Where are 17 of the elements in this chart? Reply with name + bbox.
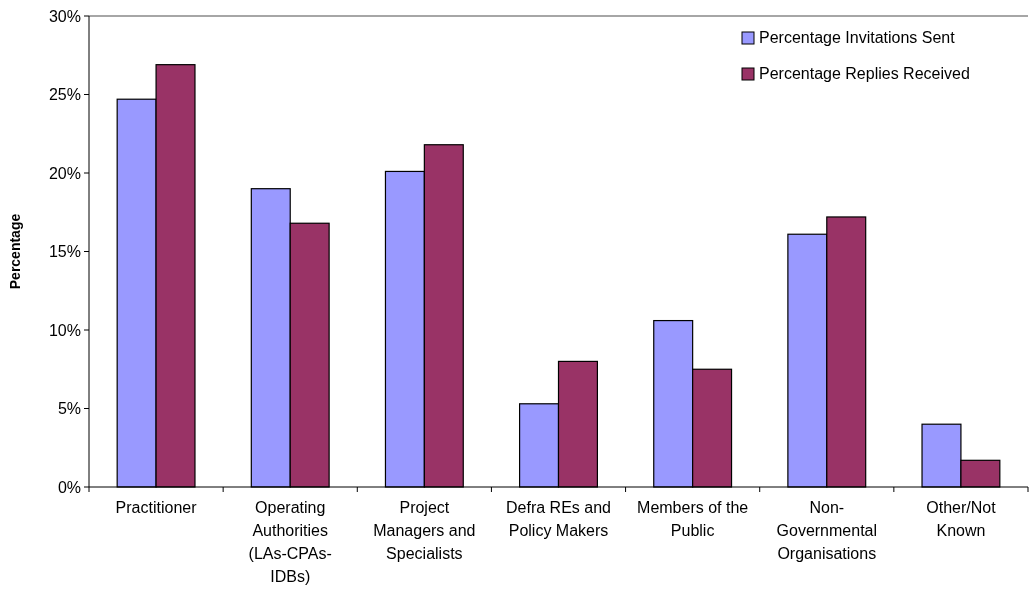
y-tick-label: 15% xyxy=(48,243,81,261)
x-tick-label: Operating Authorities (LAs-CPAs-IDBs) xyxy=(248,499,332,585)
y-tick-label: 25% xyxy=(48,86,81,104)
legend-label: Percentage Replies Received xyxy=(759,65,970,82)
x-tick-label: Project Managers and Specialists xyxy=(373,499,476,562)
y-tick-label: 30% xyxy=(48,7,81,25)
y-tick-label: 10% xyxy=(48,321,81,339)
legend-label: Percentage Invitations Sent xyxy=(759,29,956,46)
x-tick-label: Members of the Public xyxy=(637,499,749,539)
x-tick-label: Other/Not Known xyxy=(926,499,997,539)
y-tick-label: 5% xyxy=(57,400,81,418)
y-tick-label: 0% xyxy=(57,478,81,496)
y-axis-title: Percentage xyxy=(7,213,23,290)
y-tick-label: 20% xyxy=(48,164,81,182)
x-tick-label: Defra REs and Policy Makers xyxy=(506,499,611,539)
x-tick-label: Practitioner xyxy=(115,499,198,516)
x-tick-label: Non-Governmental Organisations xyxy=(776,499,878,562)
